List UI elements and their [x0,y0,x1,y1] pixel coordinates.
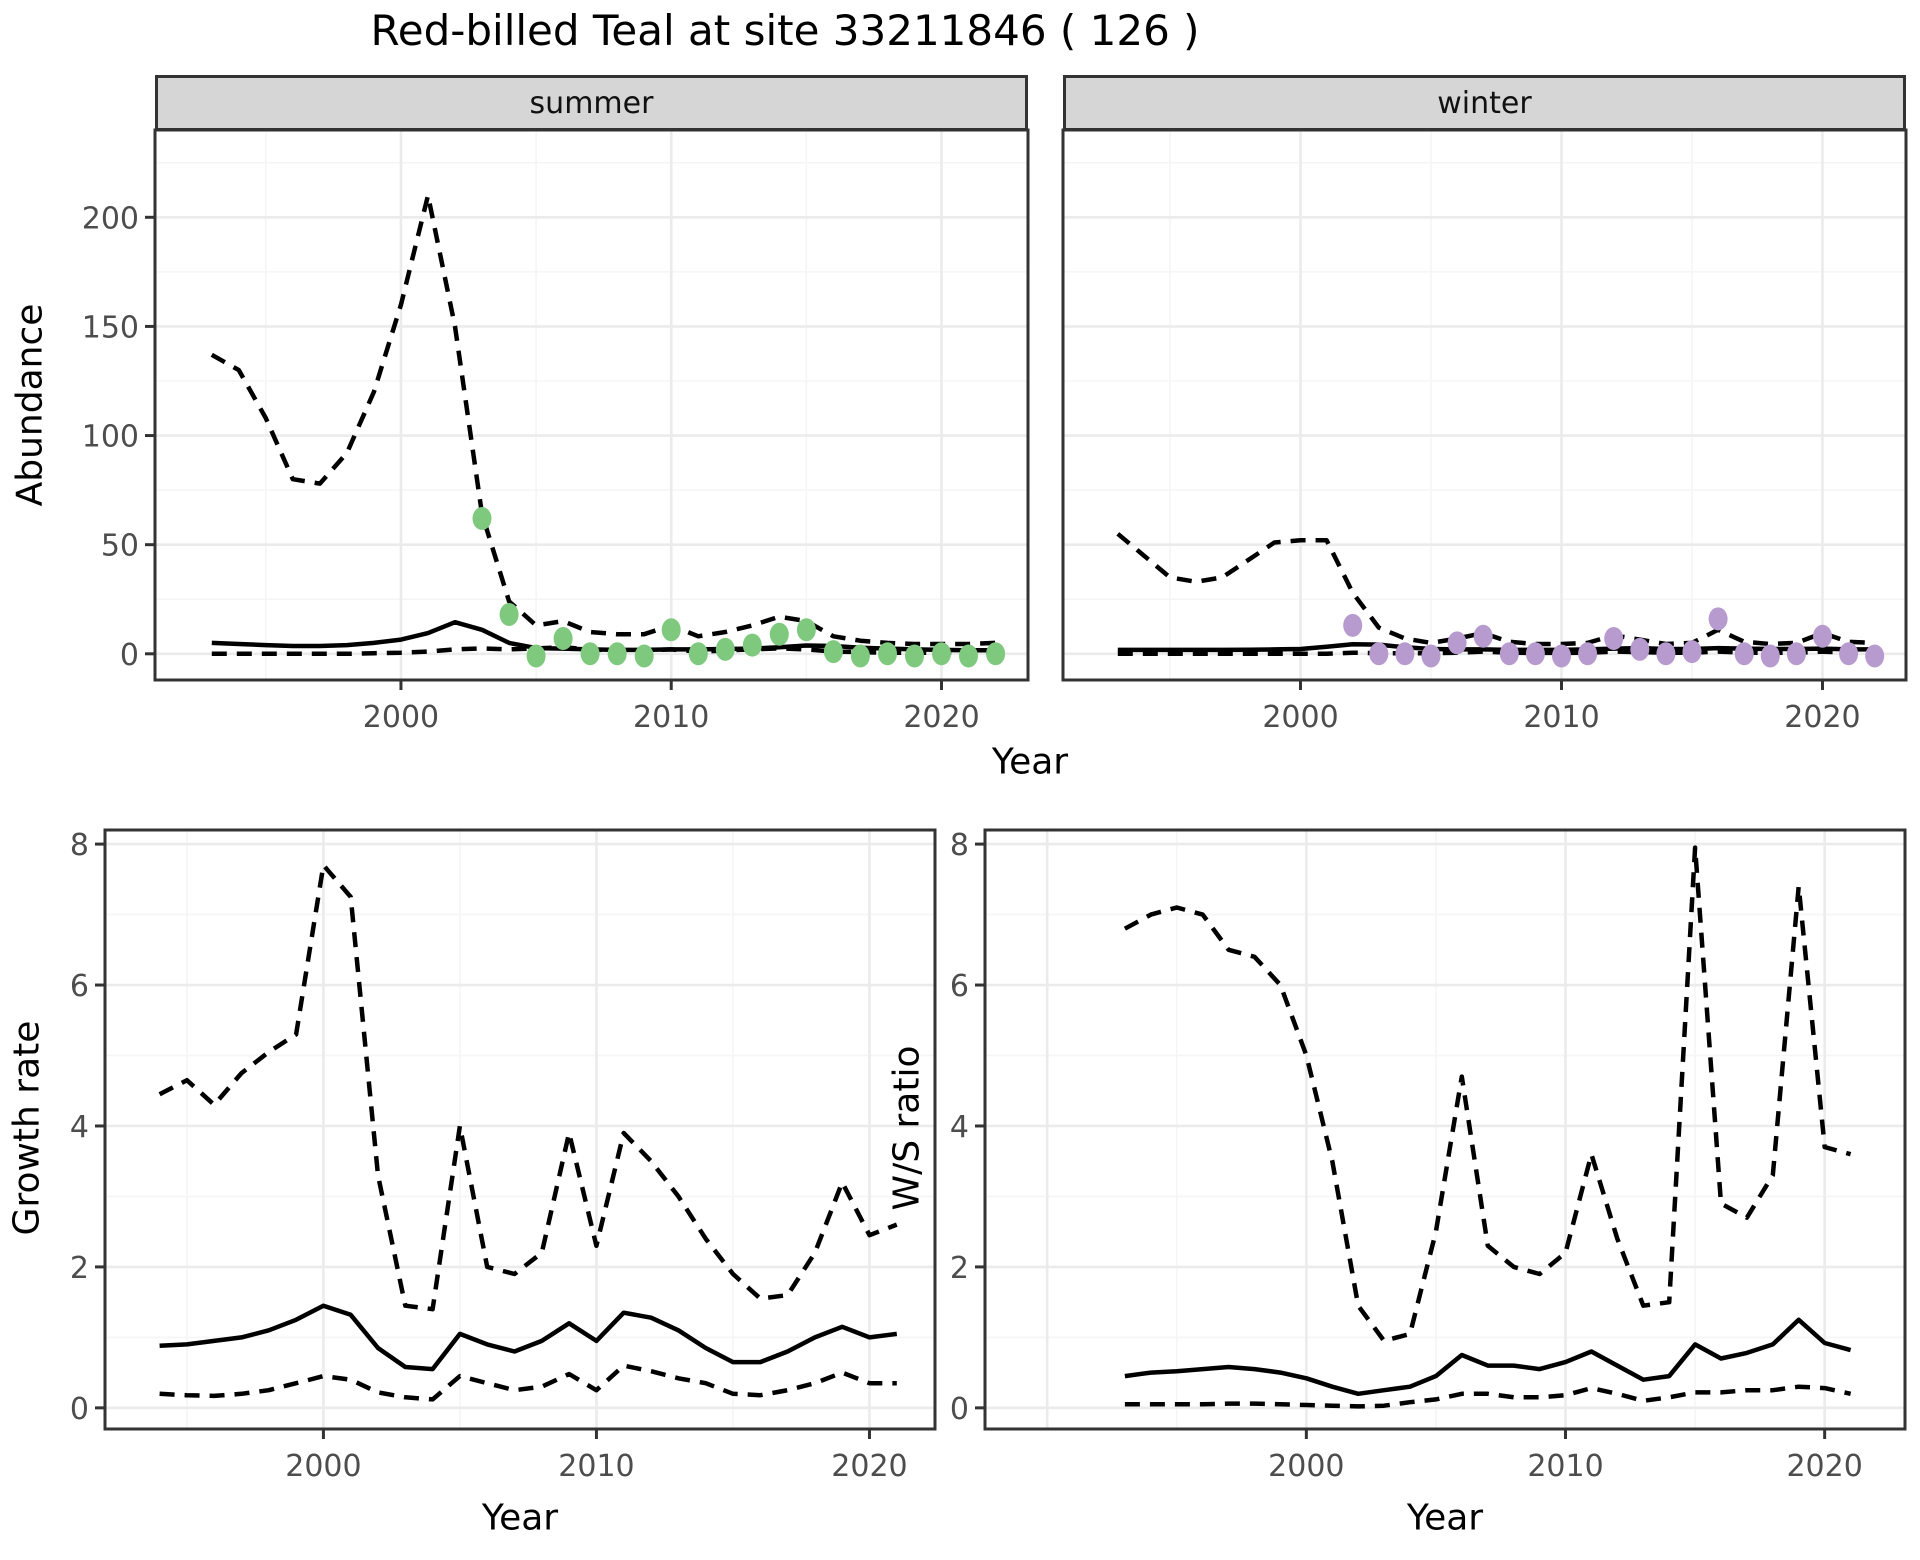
data-point [1473,624,1493,648]
panel-border [153,128,1030,682]
data-point [878,642,897,666]
y-tick-label: 50 [101,529,139,564]
data-point [553,627,573,650]
y-tick-label: 0 [120,638,139,673]
data-point [607,642,627,666]
y-tick-label: 0 [70,1392,89,1427]
x-tick-label: 2010 [558,1449,634,1484]
data-point [1708,607,1728,631]
data-point [1656,642,1676,666]
x-tick-label: 2020 [1784,700,1860,735]
data-point [1682,640,1702,664]
data-point [1578,642,1598,666]
x-tick-label: 2020 [1786,1449,1862,1484]
data-point [1839,642,1859,666]
y-tick-label: 4 [950,1110,969,1145]
data-point [472,507,492,530]
data-point [1499,642,1519,666]
data-point [1734,642,1754,666]
data-point [1813,624,1832,648]
y-tick-label: 2 [70,1251,89,1286]
x-axis-title-year-ws: Year [1406,1497,1484,1539]
data-point [1552,644,1571,668]
chart-title: Red-billed Teal at site 33211846 ( 126 ) [370,6,1200,55]
facet-strip-winter: winter [1063,75,1906,131]
data-point [1447,631,1467,655]
y-tick-label: 2 [950,1251,969,1286]
x-tick-label: 2010 [1527,1449,1603,1484]
data-point [1865,644,1885,668]
y-tick-label: 8 [70,828,89,863]
panel-ws-ratio: 2000 2010 2020 0 2 4 6 8 [950,828,1907,1484]
y-axis-title-abundance: Abundance [9,303,51,507]
data-point [1343,613,1363,637]
facet-strip-winter-label: winter [1437,85,1532,121]
data-point [742,633,762,657]
data-point [796,618,816,642]
data-point [1760,644,1780,668]
data-point [850,644,870,668]
data-point [769,622,789,646]
y-tick-label: 150 [82,310,139,345]
facet-strip-summer-label: summer [529,85,654,121]
series-median [211,619,996,653]
y-axis-title-growth-rate: Growth rate [6,1020,48,1236]
data-point [580,642,600,666]
x-tick-label: 2000 [285,1449,361,1484]
data-point [634,644,654,668]
panel-border [103,828,937,1431]
data-point [1786,642,1806,666]
y-tick-label: 200 [82,201,139,236]
data-point [526,644,546,668]
data-point [823,640,843,664]
data-point [1369,642,1389,666]
data-point [932,642,951,666]
data-point [1604,627,1624,650]
data-point [905,644,924,668]
series-upper_ci [158,862,898,1312]
y-tick-label: 0 [950,1392,969,1427]
x-tick-label: 2010 [633,700,709,735]
data-point [986,642,1006,666]
x-tick-label: 2000 [1262,700,1338,735]
x-tick-label: 2010 [1523,700,1599,735]
data-point [661,618,681,642]
y-axis-title-ws-ratio: W/S ratio [886,1045,928,1211]
y-tick-label: 4 [70,1110,89,1145]
series-lower_ci [1124,1384,1852,1409]
series-upper_ci [210,193,996,647]
data-point [1525,642,1545,666]
x-axis-title-year-top: Year [991,741,1069,783]
series-median [1124,1317,1852,1397]
y-tick-label: 6 [950,969,969,1004]
series-lower_ci [159,1363,897,1402]
series-upper_ci [1123,845,1852,1344]
y-tick-label: 8 [950,828,969,863]
facet-strip-summer: summer [155,75,1028,131]
y-tick-label: 100 [82,420,139,455]
x-axis-title-year-growth: Year [481,1497,559,1539]
x-tick-label: 2000 [363,700,439,735]
series-upper_ci [1116,532,1875,647]
panel-abundance-summer: 2000 2010 2020 0 50 100 150 200 [82,128,1030,735]
data-point [959,644,978,668]
panel-border [1061,128,1908,682]
panel-growth-rate: 2000 2010 2020 0 2 4 6 8 [70,828,937,1484]
x-tick-label: 2020 [903,700,979,735]
x-tick-label: 2020 [831,1449,907,1484]
data-point [499,603,519,626]
data-point [1395,642,1415,666]
data-point [688,642,708,666]
y-tick-label: 6 [70,969,89,1004]
data-point [1421,644,1441,668]
panel-abundance-winter: 2000 2010 2020 [1061,128,1908,735]
data-point [715,637,735,661]
series-median [159,1303,898,1372]
panel-border [983,828,1907,1431]
x-tick-label: 2000 [1268,1449,1344,1484]
data-point [1630,637,1650,661]
